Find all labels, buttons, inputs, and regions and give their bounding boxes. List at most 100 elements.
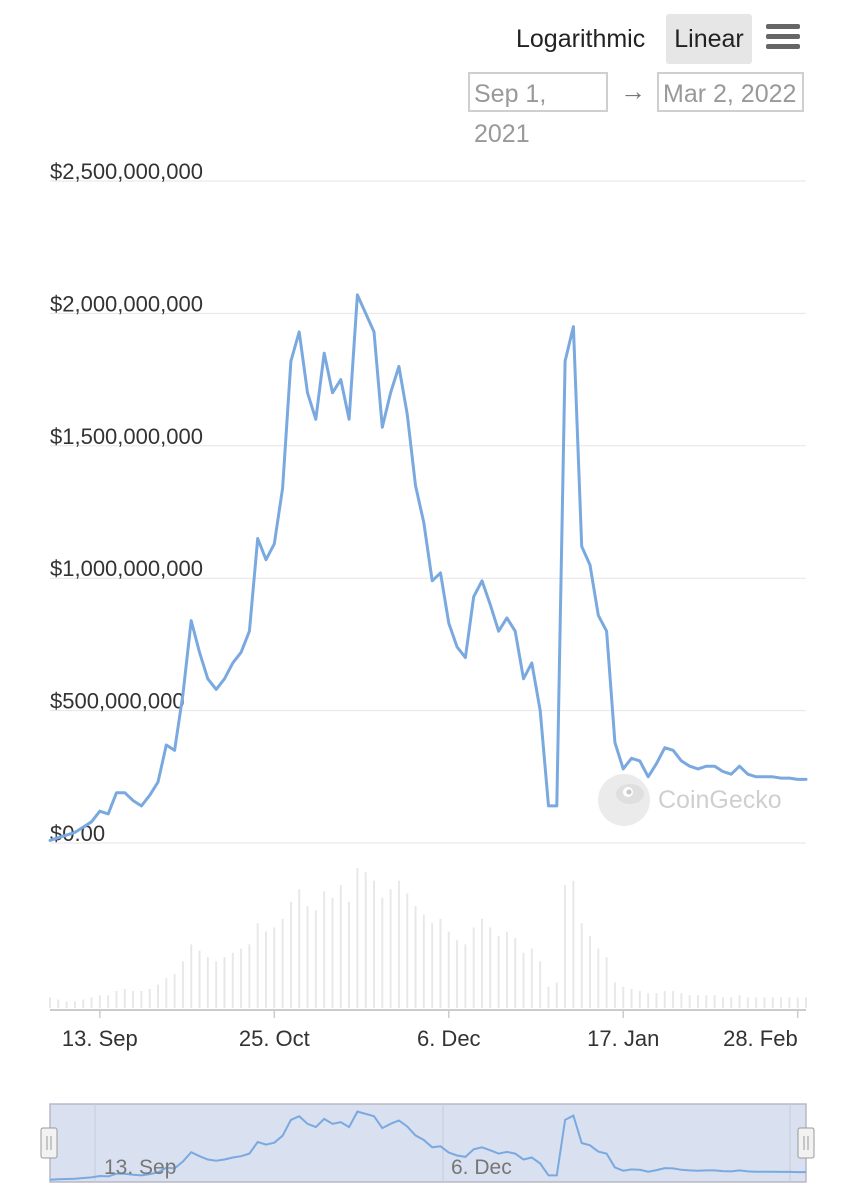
y-axis-labels: $0.00 $500,000,000 $1,000,000,000 $1,500,00… [50, 159, 203, 846]
volume-bar [331, 897, 334, 1008]
navigator-handle-left[interactable] [40, 1127, 58, 1159]
x-tick-label: 13. Sep [62, 1026, 138, 1051]
hamburger-menu-icon[interactable] [766, 24, 800, 50]
volume-bar [140, 991, 143, 1008]
volume-bar [115, 991, 118, 1008]
volume-bar [273, 927, 276, 1008]
volume-bar [547, 986, 550, 1008]
volume-bar [190, 944, 193, 1008]
navigator-x-label: 13. Sep [104, 1156, 176, 1179]
volume-bar [373, 880, 375, 1008]
volume-bar [447, 931, 450, 1008]
volume-bar [49, 997, 51, 1008]
volume-bar [356, 868, 359, 1008]
volume-bar [630, 988, 633, 1008]
navigator-series-line [49, 1110, 806, 1181]
watermark-text: CoinGecko [658, 786, 782, 814]
volume-bar [90, 997, 93, 1008]
volume-bar [98, 995, 101, 1008]
volume-bars [49, 868, 807, 1008]
logarithmic-button[interactable]: Logarithmic [516, 25, 646, 53]
gecko-logo-icon [598, 774, 650, 826]
volume-bar [780, 997, 783, 1008]
volume-bar [306, 906, 309, 1008]
volume-bar [713, 995, 716, 1008]
y-tick-label: $1,500,000,000 [50, 424, 203, 449]
volume-bar [721, 997, 724, 1008]
x-axis-labels: 13. Sep 25. Oct 6. Dec 17. Jan 28. Feb [62, 1010, 799, 1051]
volume-bar [663, 991, 666, 1008]
volume-bar [613, 982, 616, 1008]
x-tick-label: 28. Feb [723, 1026, 798, 1051]
date-from-input[interactable]: Sep 1, 2021 [468, 72, 608, 148]
volume-bar [181, 961, 184, 1008]
volume-bar [680, 993, 683, 1008]
volume-bar [364, 872, 367, 1008]
volume-bar [555, 982, 558, 1008]
volume-bar [389, 889, 392, 1008]
volume-bar [281, 918, 284, 1008]
volume-bar [240, 948, 243, 1008]
volume-bar [497, 935, 500, 1008]
volume-bar [605, 957, 608, 1008]
navigator-handle-right[interactable] [797, 1127, 815, 1159]
volume-bar [514, 938, 517, 1008]
y-tick-label: $500,000,000 [50, 689, 185, 714]
volume-bar [381, 897, 384, 1008]
x-tick-label: 6. Dec [417, 1026, 481, 1051]
volume-bar [165, 978, 168, 1008]
date-to-input[interactable]: Mar 2, 2022 [657, 72, 804, 112]
date-range-arrow: → [620, 76, 646, 106]
volume-bar [580, 923, 583, 1008]
volume-bar [65, 1001, 68, 1008]
volume-bar [422, 914, 425, 1008]
linear-button[interactable]: Linear [666, 14, 752, 64]
volume-bar [481, 918, 483, 1008]
volume-bar [505, 931, 508, 1008]
volume-bar [256, 923, 259, 1008]
volume-bar [655, 993, 658, 1008]
volume-bar [489, 927, 492, 1008]
volume-bar [397, 880, 400, 1008]
volume-bar [539, 961, 542, 1008]
volume-bar [796, 997, 799, 1008]
volume-bar [688, 995, 691, 1008]
volume-bar [572, 880, 575, 1008]
volume-bar [464, 944, 467, 1008]
x-tick-label: 17. Jan [587, 1026, 659, 1051]
volume-bar [148, 988, 151, 1008]
navigator-x-labels: 13. Sep 6. Dec [104, 1156, 512, 1179]
volume-bar [597, 948, 600, 1008]
volume-bar [223, 957, 226, 1008]
volume-bar [206, 957, 209, 1008]
y-tick-label: $0.00 [50, 821, 105, 846]
volume-bar [730, 997, 733, 1008]
volume-bar [289, 901, 292, 1008]
volume-bar [406, 893, 409, 1008]
range-navigator[interactable]: 13. Sep 6. Dec [40, 1103, 815, 1183]
volume-bar [564, 884, 567, 1008]
volume-bar [173, 974, 176, 1008]
volume-bar [348, 901, 351, 1008]
navigator-x-label: 6. Dec [451, 1156, 512, 1179]
volume-bar [198, 950, 201, 1008]
volume-bar [431, 923, 434, 1008]
volume-bar [298, 889, 301, 1008]
volume-bar [157, 984, 159, 1008]
volume-bar [589, 935, 591, 1008]
price-series-line [48, 293, 808, 842]
volume-bar [697, 995, 699, 1008]
volume-bar [323, 891, 326, 1008]
volume-bar [439, 918, 442, 1008]
volume-bar [746, 997, 749, 1008]
grid-lines [50, 180, 806, 844]
volume-bar [456, 940, 459, 1008]
volume-bar [805, 997, 807, 1008]
volume-bar [132, 991, 135, 1008]
volume-bar [530, 948, 533, 1008]
y-tick-label: $2,500,000,000 [50, 159, 203, 184]
volume-bar [73, 1001, 76, 1008]
volume-bar [107, 995, 110, 1008]
x-tick-label: 25. Oct [239, 1026, 310, 1051]
volume-bar [339, 884, 342, 1008]
